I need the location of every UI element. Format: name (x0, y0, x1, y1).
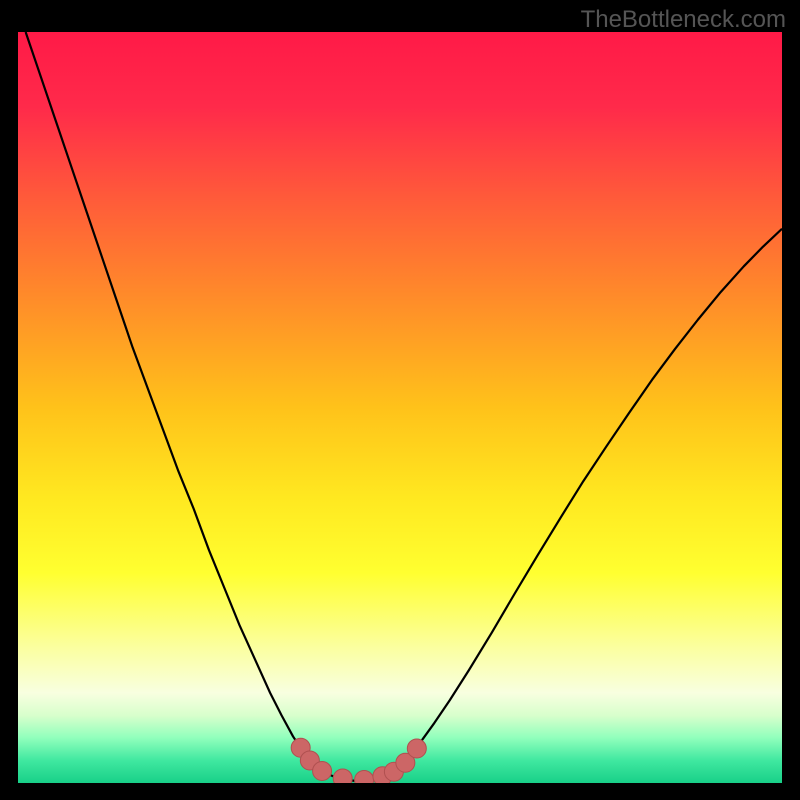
chart-svg (18, 32, 782, 783)
marker-point (313, 761, 332, 780)
chart-container (18, 32, 782, 783)
watermark-text: TheBottleneck.com (581, 6, 786, 34)
marker-point (407, 739, 426, 758)
outer-frame: TheBottleneck.com (0, 0, 800, 800)
chart-background (18, 32, 782, 783)
marker-point (333, 769, 352, 783)
